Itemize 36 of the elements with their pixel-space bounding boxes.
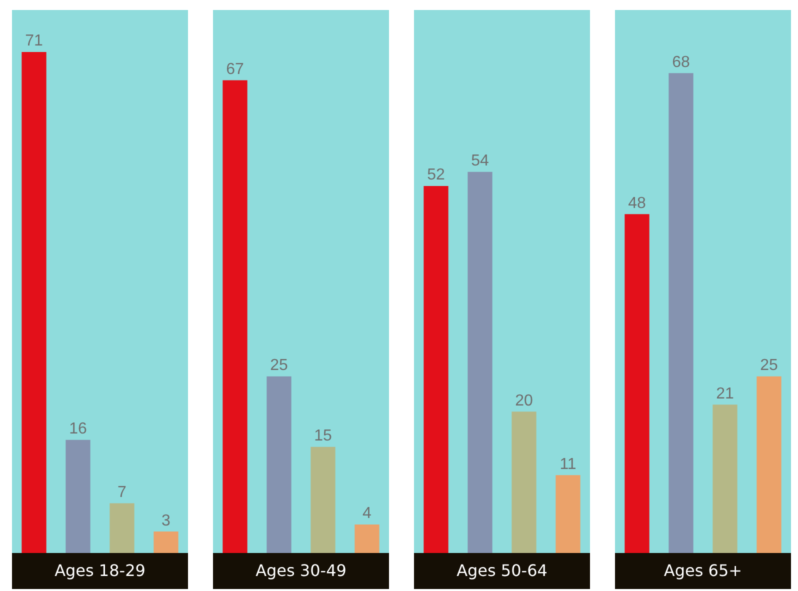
bar — [624, 214, 650, 553]
bar — [556, 475, 580, 553]
bar — [668, 73, 694, 553]
bar — [712, 404, 738, 553]
data-label: 11 — [560, 456, 576, 473]
bar — [512, 412, 536, 553]
bar — [354, 524, 380, 553]
x-axis-title: Ages 18-29 — [12, 553, 188, 589]
data-label: 25 — [760, 357, 778, 374]
data-label: 68 — [672, 54, 690, 71]
bar — [310, 446, 336, 553]
data-label: 54 — [471, 152, 489, 170]
data-label: 3 — [162, 512, 171, 530]
x-axis-title: Ages 50-64 — [414, 553, 590, 589]
data-label: 71 — [25, 32, 43, 50]
data-label: 7 — [118, 484, 127, 502]
data-label: 52 — [427, 166, 445, 184]
data-label: 67 — [226, 60, 244, 78]
bar — [110, 503, 134, 553]
data-label: 20 — [515, 392, 533, 410]
data-label: 21 — [716, 385, 734, 402]
data-label: 25 — [270, 357, 288, 374]
bar — [756, 376, 782, 553]
bar — [22, 52, 46, 553]
bar — [222, 80, 248, 553]
bar — [266, 376, 292, 553]
bar — [66, 440, 90, 553]
data-label: 48 — [628, 194, 646, 212]
bar — [468, 172, 492, 553]
data-label: 15 — [314, 428, 332, 445]
data-label: 4 — [362, 505, 372, 522]
x-axis-title: Ages 65+ — [615, 553, 791, 589]
data-label: 16 — [69, 420, 87, 438]
bar — [424, 186, 448, 553]
bar — [154, 532, 178, 553]
x-axis-title: Ages 30-49 — [213, 553, 389, 589]
